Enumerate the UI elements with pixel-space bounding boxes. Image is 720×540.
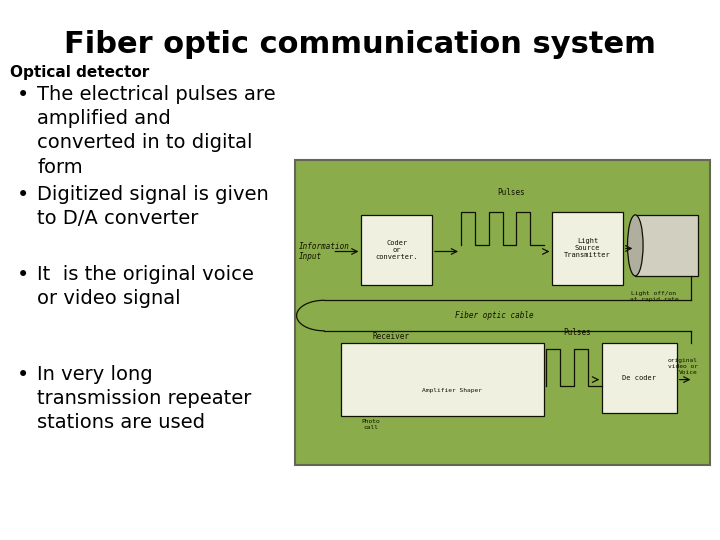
- Text: Pulses: Pulses: [563, 328, 591, 337]
- Text: Coder
or
converter.: Coder or converter.: [375, 240, 418, 260]
- FancyBboxPatch shape: [552, 212, 623, 285]
- FancyBboxPatch shape: [295, 160, 710, 465]
- FancyBboxPatch shape: [361, 215, 432, 285]
- Text: original
video or
Voice: original video or Voice: [667, 358, 698, 375]
- FancyBboxPatch shape: [602, 343, 677, 413]
- Text: Information
Input: Information Input: [299, 242, 350, 261]
- Text: Photo
call: Photo call: [361, 419, 381, 430]
- Text: In very long
transmission repeater
stations are used: In very long transmission repeater stati…: [37, 365, 251, 433]
- Text: Fiber optic cable: Fiber optic cable: [455, 311, 534, 320]
- Text: •: •: [17, 85, 30, 105]
- Text: •: •: [17, 365, 30, 385]
- Text: Fiber optic communication system: Fiber optic communication system: [64, 30, 656, 59]
- Text: Pulses: Pulses: [497, 187, 525, 197]
- Text: It  is the original voice
or video signal: It is the original voice or video signal: [37, 265, 254, 308]
- Text: Digitized signal is given
to D/A converter: Digitized signal is given to D/A convert…: [37, 185, 269, 228]
- Text: Light off/on
at rapid rate: Light off/on at rapid rate: [629, 291, 678, 302]
- FancyBboxPatch shape: [341, 343, 544, 416]
- Text: Light
Source
Transmitter: Light Source Transmitter: [564, 239, 611, 259]
- Text: •: •: [17, 265, 30, 285]
- Text: •: •: [17, 185, 30, 205]
- Text: The electrical pulses are
amplified and
converted in to digital
form: The electrical pulses are amplified and …: [37, 85, 276, 177]
- Text: Amplifier Shaper: Amplifier Shaper: [423, 388, 482, 393]
- Ellipse shape: [628, 215, 643, 276]
- Text: De coder: De coder: [623, 375, 657, 381]
- Text: Receiver: Receiver: [373, 332, 410, 341]
- Text: Optical detector: Optical detector: [10, 65, 149, 80]
- FancyBboxPatch shape: [635, 215, 698, 276]
